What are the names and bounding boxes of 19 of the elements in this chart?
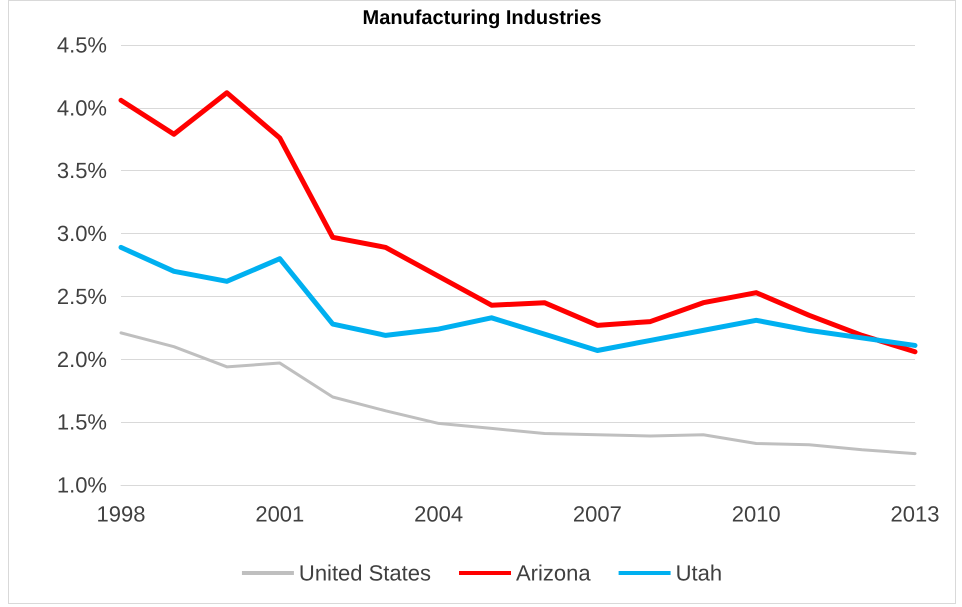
legend-label: Arizona — [516, 560, 592, 586]
y-tick-label: 4.5% — [56, 32, 107, 58]
y-tick-label: 1.0% — [56, 472, 107, 498]
y-tick-label: 3.5% — [56, 158, 107, 184]
y-tick-label: 3.0% — [56, 221, 107, 246]
x-tick-label: 2004 — [414, 502, 464, 526]
legend-label: Utah — [676, 560, 722, 586]
y-tick-label: 2.0% — [56, 346, 107, 372]
y-tick-label: 4.0% — [56, 95, 107, 120]
x-tick-label: 2010 — [732, 502, 781, 526]
line-series — [120, 331, 916, 456]
x-tick-label: 1998 — [96, 502, 146, 526]
x-tick-label: 2001 — [255, 502, 304, 526]
x-tick-label: 2007 — [572, 502, 622, 526]
chart-title: Manufacturing Industries — [362, 7, 602, 29]
x-tick-label: 2013 — [890, 502, 940, 526]
legend-label: United States — [298, 560, 432, 586]
y-tick-label: 1.5% — [56, 410, 107, 435]
y-tick-label: 2.5% — [56, 284, 107, 309]
